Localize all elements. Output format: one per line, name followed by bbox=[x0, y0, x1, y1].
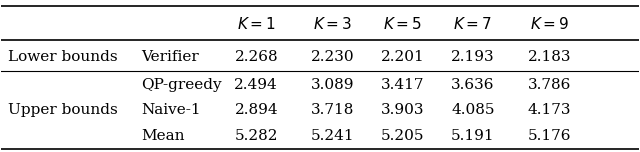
Text: 2.183: 2.183 bbox=[527, 50, 571, 64]
Text: 3.718: 3.718 bbox=[311, 103, 355, 117]
Text: 5.241: 5.241 bbox=[311, 129, 355, 143]
Text: 2.230: 2.230 bbox=[311, 50, 355, 64]
Text: Mean: Mean bbox=[141, 129, 185, 143]
Text: 2.894: 2.894 bbox=[234, 103, 278, 117]
Text: 3.903: 3.903 bbox=[381, 103, 424, 117]
Text: Lower bounds: Lower bounds bbox=[8, 50, 117, 64]
Text: 5.176: 5.176 bbox=[527, 129, 571, 143]
Text: 2.268: 2.268 bbox=[234, 50, 278, 64]
Text: $K=1$: $K=1$ bbox=[237, 16, 276, 32]
Text: 5.191: 5.191 bbox=[451, 129, 495, 143]
Text: 3.089: 3.089 bbox=[311, 78, 355, 92]
Text: $K=7$: $K=7$ bbox=[453, 16, 493, 32]
Text: Verifier: Verifier bbox=[141, 50, 199, 64]
Text: 5.282: 5.282 bbox=[234, 129, 278, 143]
Text: 2.494: 2.494 bbox=[234, 78, 278, 92]
Text: 3.417: 3.417 bbox=[381, 78, 424, 92]
Text: Upper bounds: Upper bounds bbox=[8, 103, 118, 117]
Text: 2.201: 2.201 bbox=[381, 50, 425, 64]
Text: $K=5$: $K=5$ bbox=[383, 16, 422, 32]
Text: 4.173: 4.173 bbox=[527, 103, 571, 117]
Text: 3.636: 3.636 bbox=[451, 78, 495, 92]
Text: Naive-1: Naive-1 bbox=[141, 103, 201, 117]
Text: $K=3$: $K=3$ bbox=[313, 16, 353, 32]
Text: QP-greedy: QP-greedy bbox=[141, 78, 222, 92]
Text: 4.085: 4.085 bbox=[451, 103, 495, 117]
Text: 5.205: 5.205 bbox=[381, 129, 424, 143]
Text: 2.193: 2.193 bbox=[451, 50, 495, 64]
Text: 3.786: 3.786 bbox=[528, 78, 571, 92]
Text: $K=9$: $K=9$ bbox=[530, 16, 569, 32]
